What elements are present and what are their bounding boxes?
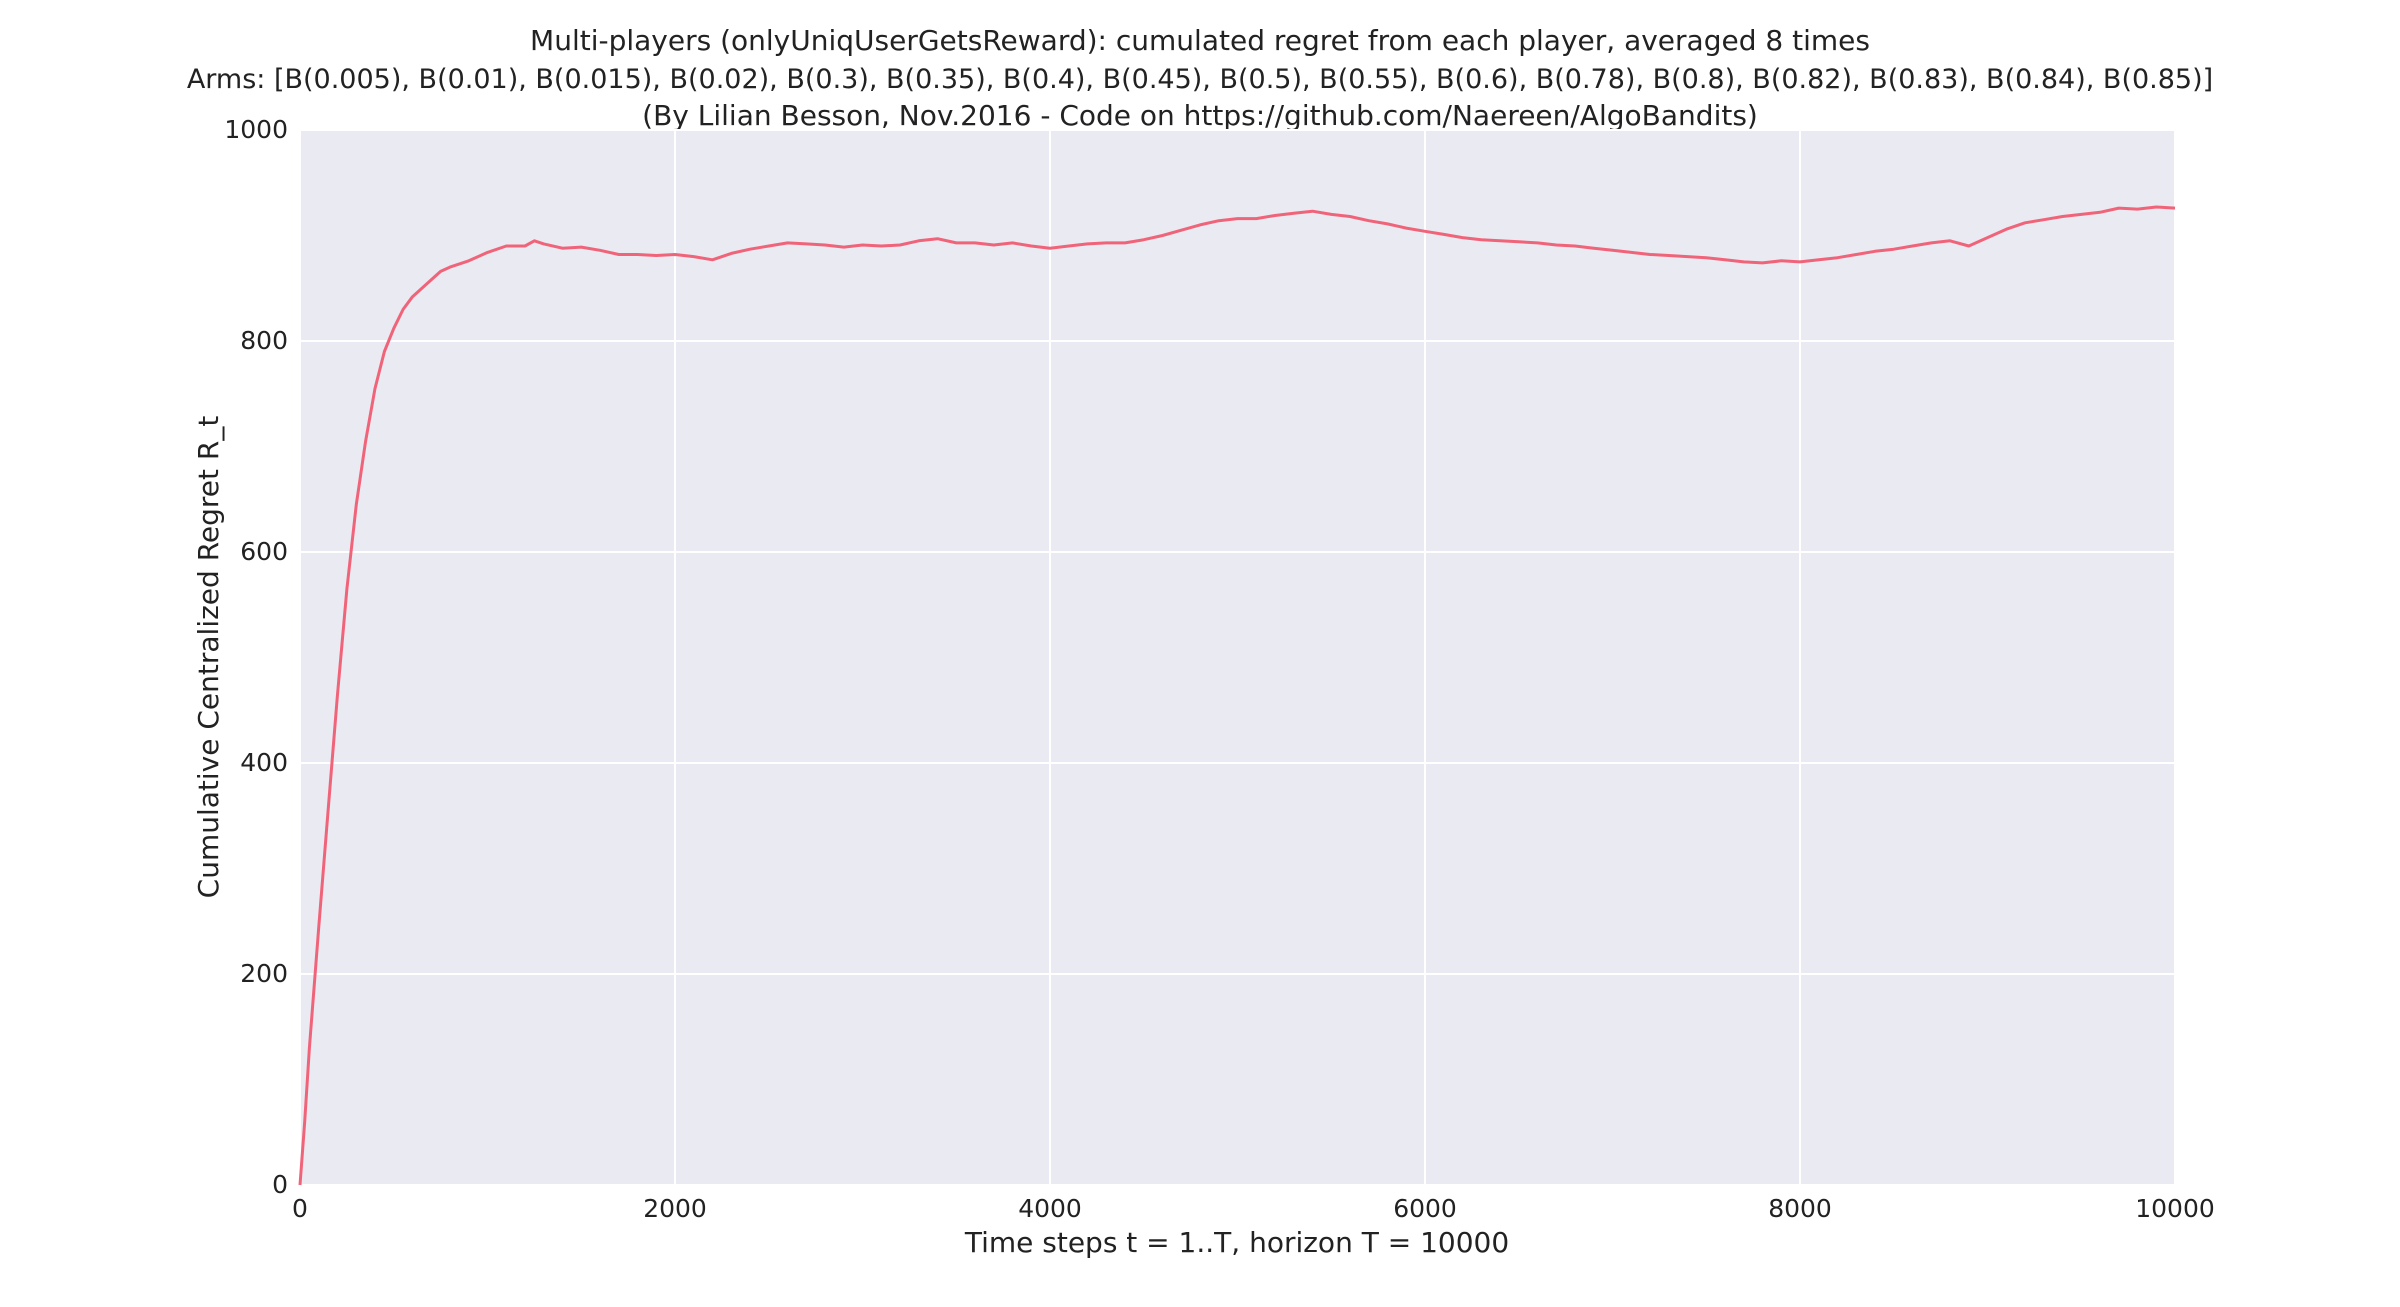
x-axis-label: Time steps t = 1..T, horizon T = 10000 bbox=[964, 1226, 1509, 1259]
y-tick-label: 0 bbox=[272, 1170, 288, 1199]
y-tick-label: 400 bbox=[240, 748, 288, 777]
grid-lines bbox=[299, 129, 2176, 1186]
x-tick-labels: 0 2000 4000 6000 8000 10000 bbox=[292, 1194, 2215, 1223]
chart-title-line-2: Arms: [B(0.005), B(0.01), B(0.015), B(0.… bbox=[187, 64, 2213, 95]
y-tick-label: 200 bbox=[240, 959, 288, 988]
chart-title-line-1: Multi-players (onlyUniqUserGetsReward): … bbox=[530, 24, 1870, 57]
x-tick-label: 2000 bbox=[643, 1194, 707, 1223]
series-line-0 bbox=[298, 205, 2176, 1186]
x-tick-label: 6000 bbox=[1393, 1194, 1457, 1223]
y-tick-label: 800 bbox=[240, 326, 288, 355]
x-tick-label: 4000 bbox=[1018, 1194, 1082, 1223]
y-tick-labels: 0 200 400 600 800 1000 bbox=[224, 115, 288, 1199]
x-tick-label: 8000 bbox=[1768, 1194, 1832, 1223]
y-tick-label: 600 bbox=[240, 537, 288, 566]
chart-title-line-3: (By Lilian Besson, Nov.2016 - Code on ht… bbox=[642, 99, 1758, 132]
x-tick-label: 0 bbox=[292, 1194, 308, 1223]
plot-area bbox=[300, 130, 2175, 1185]
series-layer bbox=[298, 205, 2176, 1186]
y-tick-label: 1000 bbox=[224, 115, 288, 144]
y-axis-label: Cumulative Centralized Regret R_t bbox=[192, 416, 225, 899]
x-tick-label: 10000 bbox=[2135, 1194, 2215, 1223]
